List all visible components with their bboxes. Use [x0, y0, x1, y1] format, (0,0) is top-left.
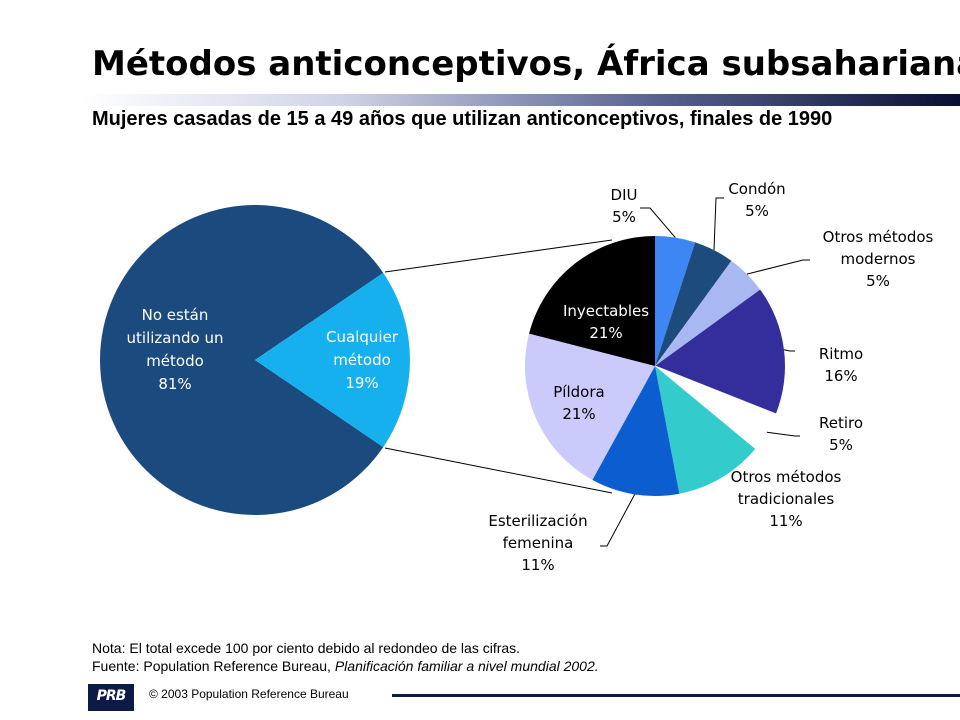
connector-bottom: [384, 447, 613, 494]
footer-rule: [392, 694, 960, 697]
chart-subtitle: Mujeres casadas de 15 a 49 años que util…: [92, 108, 833, 130]
leader-lines: [600, 197, 810, 547]
source-title: Planificación familiar a nivel mundial 2…: [334, 658, 599, 674]
leader-line-condon: [713, 197, 724, 251]
detail-pie-label-otros-metodos: Otros métodos tradicionales 11%: [731, 468, 842, 530]
leader-line-otros-metodos: [746, 259, 810, 275]
detail-pie-label-ritmo: Ritmo 16%: [819, 345, 863, 385]
detail-pie-slice-otros-metodos: [655, 366, 756, 494]
detail-pie-slice-diu: [655, 236, 696, 366]
detail-pie-slice-condon: [655, 242, 732, 366]
detail-pie-slice-inyectables: [529, 235, 655, 366]
detail-pie-label-condon: Condón 5%: [728, 180, 785, 220]
leader-line-ritmo: [783, 349, 795, 352]
leader-line-diu: [640, 207, 676, 238]
prb-logo: PRB: [88, 684, 134, 711]
main-pie-label-no-estan: No están utilizando un método 81%: [127, 306, 224, 393]
source-prefix: Fuente: Population Reference Bureau,: [92, 658, 335, 674]
note-text: Nota: El total excede 100 por ciento deb…: [92, 640, 521, 656]
copyright-text: © 2003 Population Reference Bureau: [149, 687, 349, 701]
pie-connector-lines: [384, 239, 613, 494]
detail-pie-label-pildora: Píldora 21%: [553, 383, 604, 423]
detail-pie-slice-pildora: [524, 333, 655, 480]
connector-top: [384, 239, 613, 273]
detail-pie: [524, 235, 785, 497]
chart-notes: Nota: El total excede 100 por ciento deb…: [92, 639, 599, 675]
leader-line-retiro: [766, 431, 800, 437]
main-pie-slice-cualquier: [255, 272, 411, 448]
detail-pie-label-inyectables: Inyectables 21%: [563, 302, 649, 342]
detail-pie-label-diu: DIU 5%: [611, 186, 638, 226]
title-gradient-bar: [80, 94, 960, 106]
page-title: Métodos anticonceptivos, África subsahar…: [92, 44, 960, 84]
leader-line-esterilizacion: [600, 494, 636, 547]
main-pie-label-cualquier: Cualquier método 19%: [326, 328, 399, 392]
detail-pie-slice-otros-metodos: [655, 260, 761, 366]
slice-labels: No están utilizando un método 81% Cualquier m…: [127, 180, 934, 574]
detail-pie-label-otros-metodos: Otros métodos modernos 5%: [823, 228, 934, 290]
main-pie-slice-no-estan: [100, 204, 384, 516]
detail-pie-label-esterilizacion: Esterilización femenina 11%: [488, 512, 587, 574]
detail-pie-slice-esterilizacion: [592, 366, 680, 497]
detail-pie-slice-ritmo: [655, 289, 785, 414]
detail-pie-slice-retiro: [654, 365, 777, 450]
detail-pie-label-retiro: Retiro 5%: [819, 414, 863, 454]
source-text: Fuente: Population Reference Bureau, Pla…: [92, 657, 599, 675]
main-pie: [100, 204, 411, 516]
